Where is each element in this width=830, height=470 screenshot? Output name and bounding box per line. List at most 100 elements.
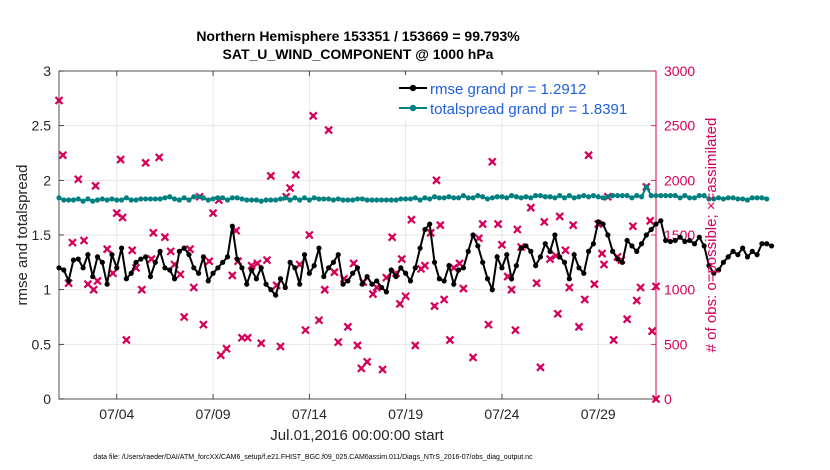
spread-point [359,196,365,202]
obs-assimilated-point [632,296,642,305]
obs-assimilated-point [291,170,301,180]
rmse-point [518,245,524,251]
obs-marker-core [345,324,350,329]
rmse-point [258,265,264,271]
rmse-point [465,248,471,254]
rmse-point [504,252,510,258]
rmse-point [200,254,207,260]
spread-point [451,195,457,201]
obs-assimilated-point [387,232,397,242]
obs-marker-core [82,238,87,243]
spread-point [465,195,471,201]
obs-assimilated-point [166,247,175,256]
legend-rmse-label: rmse grand pr = 1.2912 [430,81,586,98]
obs-assimilated-point [91,181,100,191]
obs-marker-core [409,217,414,222]
obs-assimilated-point [368,289,378,299]
obs-marker-core [650,329,655,334]
spread-point [547,194,553,200]
spread-point [711,196,717,202]
obs-assimilated-point [513,225,522,234]
obs-assimilated-point [532,278,541,288]
rmse-point [643,232,649,238]
spread-point [157,196,163,202]
obs-marker-core [351,261,356,266]
spread-point [470,195,476,201]
obs-assimilated-point [102,244,112,254]
obs-marker-core [124,337,129,342]
obs-marker-core [85,282,90,287]
obs-marker-core [311,113,316,118]
obs-marker-core [486,322,491,327]
obs-marker-core [278,344,283,349]
spread-point [215,195,221,201]
obs-assimilated-point [622,314,632,324]
obs-marker-core [70,240,75,245]
rmse-point [104,281,110,287]
spread-point [306,197,312,203]
rmse-point [191,265,197,271]
rmse-point [648,226,654,233]
obs-assimilated-point [199,320,208,329]
obs-assimilated-point [407,215,416,224]
rmse-point [273,292,279,298]
obs-assimilated-point [420,261,430,270]
spread-point [696,193,702,199]
spread-point [258,198,264,204]
legend-entry-rmse: rmse grand pr = 1.2912 [399,81,586,98]
obs-marker-core [359,366,364,371]
obs-marker-core [245,335,250,340]
obs-assimilated-point [565,283,574,292]
rmse-point [754,252,760,258]
obs-assimilated-point [208,208,218,218]
obs-marker-core [191,285,196,290]
spread-point [494,194,500,200]
spread-point [301,195,308,201]
x-axis: 07/04 07/09 07/14 07/19 07/24 07/29 [99,71,616,422]
rmse-point [90,273,96,280]
spread-point [393,197,399,203]
spread-point [431,194,438,200]
spread-point [118,197,125,203]
obs-marker-core [201,322,206,327]
rmse-point [171,276,178,282]
spread-point [658,193,664,199]
spread-point [691,195,698,201]
obs-marker-core [384,275,389,280]
rmse-point [561,259,568,265]
spread-point [422,195,428,201]
spread-point [316,196,322,202]
obs-assimilated-point [651,282,661,291]
spread-point [682,193,688,199]
obs-marker-core [505,274,510,279]
rmse-point [138,256,144,262]
spread-point [499,194,505,200]
obs-marker-core [211,211,216,216]
spread-point [537,193,544,199]
obs-assimilated-point [545,254,555,264]
spread-point [749,195,755,201]
obs-marker-core [76,177,81,182]
spread-point [56,195,62,201]
y-axis-right-label: # of obs: o=possible; ×=assimilated [703,118,720,353]
obs-assimilated-point [568,220,578,230]
obs-assimilated-point [580,295,590,304]
rmse-point [277,276,284,282]
obs-assimilated-point [216,350,226,360]
obs-assimilated-point [445,335,455,345]
y-left-tick-label: 2.5 [32,118,52,134]
obs-assimilated-point [333,337,343,347]
obs-assimilated-point [645,216,655,226]
obs-marker-core [399,257,404,262]
spread-point [128,197,134,203]
obs-marker-core [600,251,605,256]
obs-assimilated-point [609,335,618,345]
obs-marker-core [538,365,543,370]
spread-point [513,194,519,200]
rmse-point [701,243,707,249]
obs-marker-core [557,214,562,219]
obs-assimilated-point [628,221,638,231]
obs-marker-core [355,343,360,348]
obs-marker-core [447,337,452,342]
